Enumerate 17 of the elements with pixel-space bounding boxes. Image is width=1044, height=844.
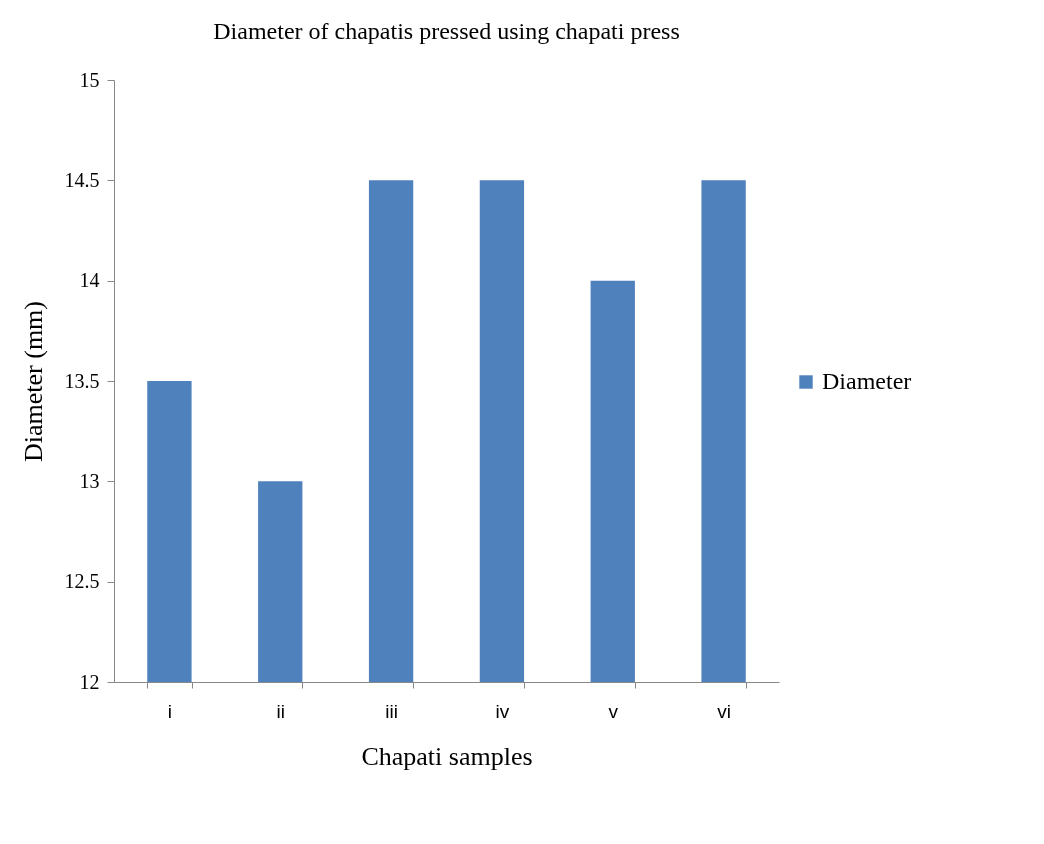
chart-title: Diameter of chapatis pressed using chapati press bbox=[213, 18, 680, 44]
y-tick-label: 13 bbox=[79, 469, 100, 492]
x-tick-label: i bbox=[167, 700, 173, 722]
x-tick-label: iii bbox=[385, 700, 398, 722]
x-tick-label: ii bbox=[276, 700, 285, 722]
legend-label: Diameter bbox=[822, 368, 912, 394]
y-tick-label: 15 bbox=[79, 68, 100, 91]
y-tick-label: 14 bbox=[79, 269, 100, 292]
x-axis-title: Chapati samples bbox=[361, 741, 533, 771]
x-tick-label: v bbox=[608, 700, 619, 722]
y-tick-label: 12.5 bbox=[64, 570, 100, 593]
y-axis-title: Diameter (mm) bbox=[18, 301, 48, 462]
x-tick-label: vi bbox=[717, 700, 731, 722]
y-tick-label: 12 bbox=[79, 670, 100, 693]
y-tick-label: 14.5 bbox=[64, 168, 100, 191]
x-tick-label: iv bbox=[495, 700, 510, 722]
y-tick-label: 13.5 bbox=[64, 369, 100, 392]
